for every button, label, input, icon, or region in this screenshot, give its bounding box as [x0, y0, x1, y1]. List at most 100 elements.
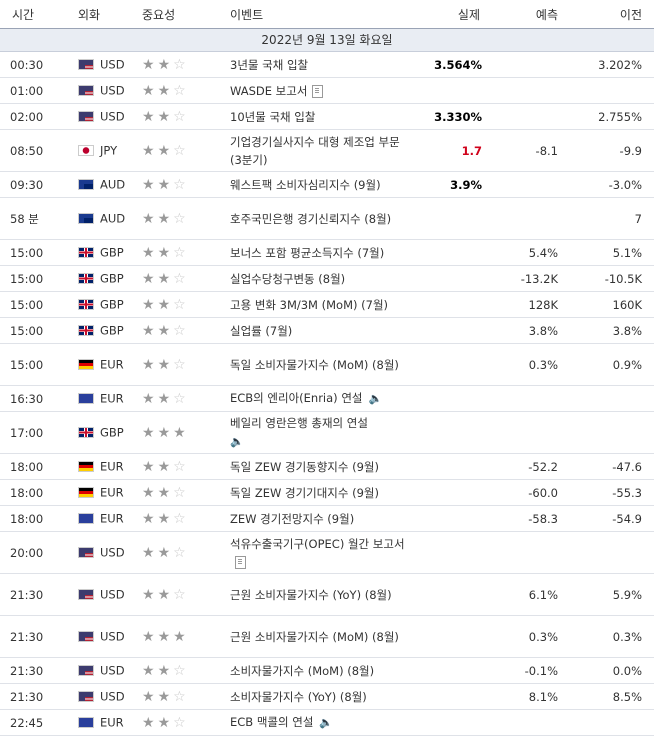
event-currency: USD	[66, 573, 142, 616]
star-icon: ★	[157, 142, 174, 159]
event-title[interactable]: 독일 소비자물가지수 (MoM) (8월)	[230, 357, 399, 372]
event-name[interactable]: 기업경기실사지수 대형 제조업 부문 (3분기)	[230, 129, 416, 172]
event-name[interactable]: 근원 소비자물가지수 (MoM) (8월)	[230, 615, 416, 658]
event-name[interactable]: 웨스트팩 소비자심리지수 (9월)	[230, 171, 416, 198]
event-title[interactable]: 기업경기실사지수 대형 제조업 부문 (3분기)	[230, 134, 400, 167]
event-actual	[416, 505, 492, 532]
event-name[interactable]: 소비자물가지수 (YoY) (8월)	[230, 683, 416, 710]
event-previous: 160K	[570, 291, 654, 318]
header-importance[interactable]: 중요성	[142, 0, 230, 29]
event-title[interactable]: 베일리 영란은행 총재의 연설	[230, 416, 368, 431]
event-time: 17:00	[0, 411, 66, 454]
us-flag-icon	[78, 547, 94, 559]
event-name[interactable]: 보너스 포함 평균소득지수 (7월)	[230, 239, 416, 266]
event-title[interactable]: ECB 맥콜의 연설	[230, 715, 314, 730]
event-title[interactable]: 근원 소비자물가지수 (MoM) (8월)	[230, 629, 399, 644]
event-row[interactable]: 20:00 USD ★★☆ 석유수출국기구(OPEC) 월간 보고서	[0, 531, 654, 574]
header-currency[interactable]: 외화	[66, 0, 142, 29]
event-row[interactable]: 18:00 EUR ★★☆ 독일 ZEW 경기기대지수 (9월) -60.0 -55.3	[0, 479, 654, 506]
event-title[interactable]: 3년물 국채 입찰	[230, 57, 309, 72]
star-icon: ★	[157, 688, 174, 705]
header-time[interactable]: 시간	[0, 0, 66, 29]
event-importance: ★★☆	[142, 453, 230, 480]
event-name[interactable]: WASDE 보고서	[230, 77, 416, 104]
event-row[interactable]: 02:00 USD ★★☆ 10년물 국채 입찰 3.330% 2.755%	[0, 103, 654, 130]
event-title[interactable]: 소비자물가지수 (MoM) (8월)	[230, 663, 375, 678]
event-actual	[416, 657, 492, 684]
event-currency: AUD	[66, 171, 142, 198]
event-row[interactable]: 18:00 EUR ★★☆ 독일 ZEW 경기동향지수 (9월) -52.2 -47.6	[0, 453, 654, 480]
event-title[interactable]: 실업률 (7월)	[230, 323, 293, 338]
event-row[interactable]: 16:30 EUR ★★☆ ECB의 엔리아(Enria) 연설 🔈	[0, 385, 654, 412]
event-name[interactable]: 호주국민은행 경기신뢰지수 (8월)	[230, 197, 416, 240]
event-time: 15:00	[0, 265, 66, 292]
event-title[interactable]: 웨스트팩 소비자심리지수 (9월)	[230, 177, 381, 192]
event-title[interactable]: 고용 변화 3M/3M (MoM) (7월)	[230, 297, 389, 312]
star-icon: ★	[142, 662, 158, 679]
event-title[interactable]: 보너스 포함 평균소득지수 (7월)	[230, 245, 385, 260]
star-icon: ★	[142, 510, 158, 527]
event-row[interactable]: 18:00 EUR ★★☆ ZEW 경기전망지수 (9월) -58.3 -54.9	[0, 505, 654, 532]
event-name[interactable]: ECB 맥콜의 연설 🔈	[230, 709, 416, 736]
document-icon[interactable]	[312, 84, 324, 98]
speaker-icon[interactable]: 🔈	[319, 715, 334, 729]
event-name[interactable]: 10년물 국채 입찰	[230, 103, 416, 130]
event-row[interactable]: 00:30 USD ★★☆ 3년물 국채 입찰 3.564% 3.202%	[0, 51, 654, 78]
event-importance: ★★☆	[142, 505, 230, 532]
event-name[interactable]: 근원 소비자물가지수 (YoY) (8월)	[230, 573, 416, 616]
event-title[interactable]: ZEW 경기전망지수 (9월)	[230, 511, 355, 526]
header-actual[interactable]: 실제	[416, 0, 492, 29]
event-name[interactable]: 고용 변화 3M/3M (MoM) (7월)	[230, 291, 416, 318]
event-name[interactable]: 실업률 (7월)	[230, 317, 416, 344]
event-row[interactable]: 08:50 JPY ★★☆ 기업경기실사지수 대형 제조업 부문 (3분기) 1.7 -8…	[0, 129, 654, 172]
event-row[interactable]: 17:00 GBP ★★★ 베일리 영란은행 총재의 연설 🔈	[0, 411, 654, 454]
event-name[interactable]: ZEW 경기전망지수 (9월)	[230, 505, 416, 532]
event-title[interactable]: WASDE 보고서	[230, 83, 308, 98]
header-previous[interactable]: 이전	[570, 0, 654, 29]
event-row[interactable]: 58 분 AUD ★★☆ 호주국민은행 경기신뢰지수 (8월) 7	[0, 197, 654, 240]
event-title[interactable]: 10년물 국채 입찰	[230, 109, 316, 124]
event-title[interactable]: ECB의 엔리아(Enria) 연설	[230, 391, 363, 406]
event-row[interactable]: 15:00 EUR ★★☆ 독일 소비자물가지수 (MoM) (8월) 0.3% 0.9%	[0, 343, 654, 386]
event-row[interactable]: 22:45 EUR ★★☆ ECB 맥콜의 연설 🔈	[0, 709, 654, 736]
event-name[interactable]: 독일 ZEW 경기동향지수 (9월)	[230, 453, 416, 480]
event-row[interactable]: 15:00 GBP ★★☆ 실업률 (7월) 3.8% 3.8%	[0, 317, 654, 344]
event-row[interactable]: 21:30 USD ★★★ 근원 소비자물가지수 (MoM) (8월) 0.3% 0.3%	[0, 615, 654, 658]
event-row[interactable]: 21:30 USD ★★☆ 근원 소비자물가지수 (YoY) (8월) 6.1% 5.9%	[0, 573, 654, 616]
event-title[interactable]: 소비자물가지수 (YoY) (8월)	[230, 689, 367, 704]
event-name[interactable]: 독일 ZEW 경기기대지수 (9월)	[230, 479, 416, 506]
event-name[interactable]: 석유수출국기구(OPEC) 월간 보고서	[230, 531, 416, 574]
event-title[interactable]: 석유수출국기구(OPEC) 월간 보고서	[230, 536, 405, 551]
currency-code: USD	[100, 545, 125, 560]
star-icon: ★	[142, 322, 158, 339]
event-row[interactable]: 15:00 GBP ★★☆ 고용 변화 3M/3M (MoM) (7월) 128K 160…	[0, 291, 654, 318]
event-name[interactable]: 베일리 영란은행 총재의 연설 🔈	[230, 411, 416, 454]
event-name[interactable]: 소비자물가지수 (MoM) (8월)	[230, 657, 416, 684]
event-row[interactable]: 01:00 USD ★★☆ WASDE 보고서	[0, 77, 654, 104]
au-flag-icon	[78, 213, 94, 225]
currency-code: USD	[100, 83, 125, 98]
event-row[interactable]: 15:00 GBP ★★☆ 실업수당청구변동 (8월) -13.2K -10.5K	[0, 265, 654, 292]
speaker-icon[interactable]: 🔈	[368, 391, 383, 405]
header-event[interactable]: 이벤트	[230, 0, 416, 29]
event-row[interactable]: 09:30 AUD ★★☆ 웨스트팩 소비자심리지수 (9월) 3.9% -3.0%	[0, 171, 654, 198]
event-title[interactable]: 근원 소비자물가지수 (YoY) (8월)	[230, 587, 392, 602]
document-icon[interactable]	[235, 555, 246, 569]
event-row[interactable]: 21:30 USD ★★☆ 소비자물가지수 (MoM) (8월) -0.1% 0.0%	[0, 657, 654, 684]
event-row[interactable]: 21:30 USD ★★☆ 소비자물가지수 (YoY) (8월) 8.1% 8.5%	[0, 683, 654, 710]
currency-code: GBP	[100, 245, 124, 260]
event-title[interactable]: 실업수당청구변동 (8월)	[230, 271, 346, 286]
event-name[interactable]: ECB의 엔리아(Enria) 연설 🔈	[230, 385, 416, 412]
speaker-icon[interactable]: 🔈	[230, 434, 244, 448]
event-title[interactable]: 호주국민은행 경기신뢰지수 (8월)	[230, 211, 392, 226]
currency-code: AUD	[100, 211, 126, 226]
event-title[interactable]: 독일 ZEW 경기동향지수 (9월)	[230, 459, 379, 474]
event-title[interactable]: 독일 ZEW 경기기대지수 (9월)	[230, 485, 379, 500]
event-name[interactable]: 3년물 국채 입찰	[230, 51, 416, 78]
event-forecast: 0.3%	[492, 615, 570, 658]
event-row[interactable]: 15:00 GBP ★★☆ 보너스 포함 평균소득지수 (7월) 5.4% 5.1%	[0, 239, 654, 266]
event-name[interactable]: 독일 소비자물가지수 (MoM) (8월)	[230, 343, 416, 386]
event-previous: -55.3	[570, 479, 654, 506]
event-name[interactable]: 실업수당청구변동 (8월)	[230, 265, 416, 292]
header-forecast[interactable]: 예측	[492, 0, 570, 29]
